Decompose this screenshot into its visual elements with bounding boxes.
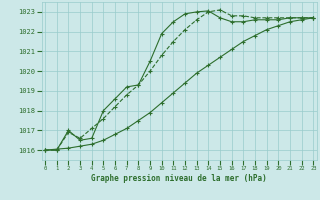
X-axis label: Graphe pression niveau de la mer (hPa): Graphe pression niveau de la mer (hPa) bbox=[91, 174, 267, 183]
